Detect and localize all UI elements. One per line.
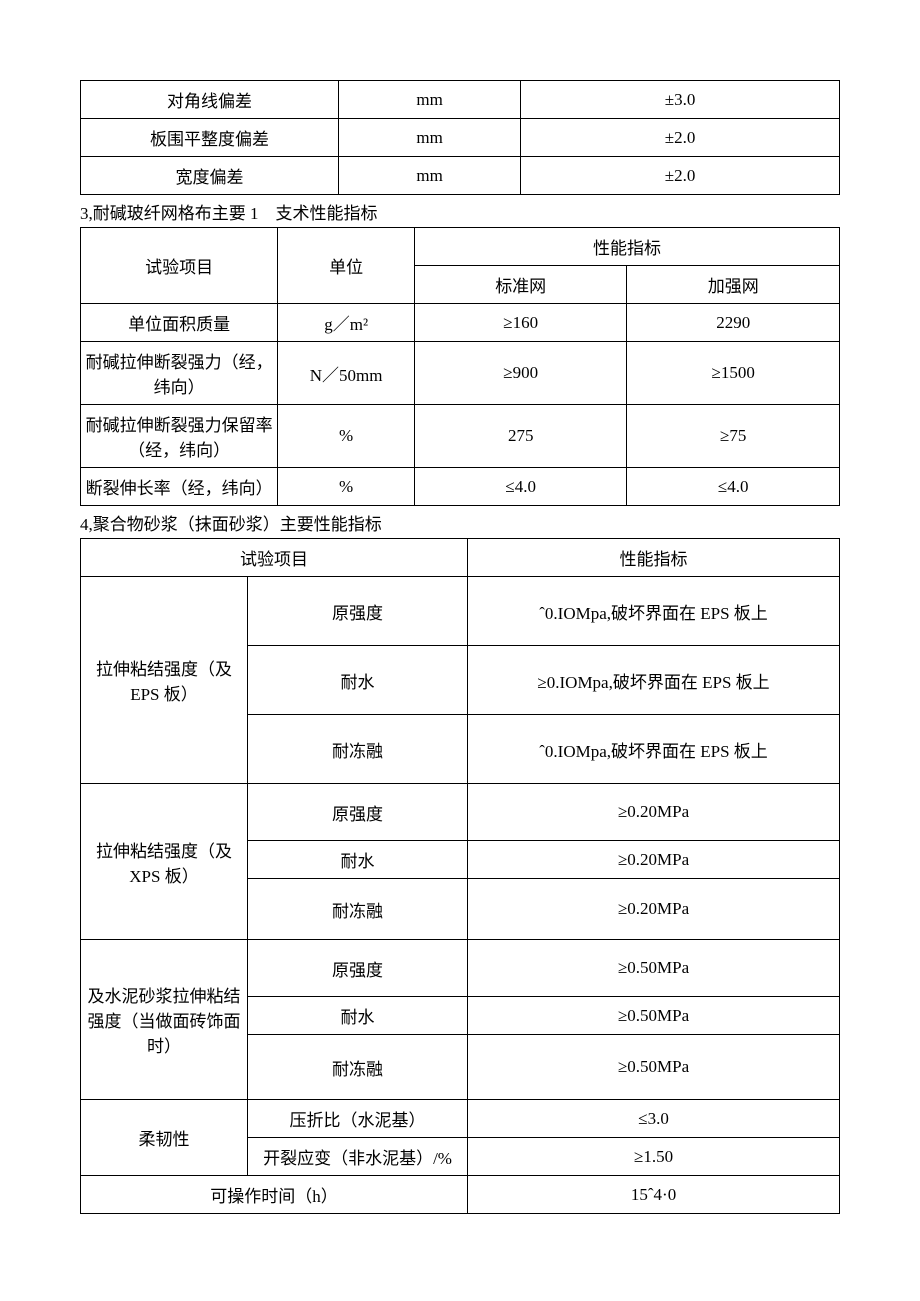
cell-group: 柔韧性 bbox=[81, 1100, 248, 1176]
table-row: 拉伸粘结强度（及 EPS 板） 原强度 ˆ0.IOMpa,破坏界面在 EPS 板… bbox=[81, 577, 840, 646]
cell-val: ≥0.50MPa bbox=[468, 997, 840, 1035]
cell-rein: ≥75 bbox=[627, 405, 840, 468]
table-row: 试验项目 单位 性能指标 bbox=[81, 228, 840, 266]
cell-group: 拉伸粘结强度（及 EPS 板） bbox=[81, 577, 248, 784]
cell-val: ≥0.50MPa bbox=[468, 940, 840, 997]
cell-unit: mm bbox=[339, 119, 521, 157]
table-row: 单位面积质量 g／m² ≥160 2290 bbox=[81, 304, 840, 342]
cell-val: ˆ0.IOMpa,破坏界面在 EPS 板上 bbox=[468, 577, 840, 646]
head-std: 标准网 bbox=[414, 266, 627, 304]
cell-group: 及水泥砂浆拉伸粘结强度（当做面砖饰面时） bbox=[81, 940, 248, 1100]
cell-val: ≥1.50 bbox=[468, 1138, 840, 1176]
cell-val: ≥0.20MPa bbox=[468, 879, 840, 940]
cell-cond: 耐冻融 bbox=[247, 879, 467, 940]
table-mesh: 试验项目 单位 性能指标 标准网 加强网 单位面积质量 g／m² ≥160 22… bbox=[80, 227, 840, 506]
table-row: 柔韧性 压折比（水泥基） ≤3.0 bbox=[81, 1100, 840, 1138]
cell-val: ˆ0.IOMpa,破坏界面在 EPS 板上 bbox=[468, 715, 840, 784]
cell-item: 单位面积质量 bbox=[81, 304, 278, 342]
cell-cond: 开裂应变（非水泥基）/% bbox=[247, 1138, 467, 1176]
cell-optime-val: 15ˆ4·0 bbox=[468, 1176, 840, 1214]
table-row: 及水泥砂浆拉伸粘结强度（当做面砖饰面时） 原强度 ≥0.50MPa bbox=[81, 940, 840, 997]
cell-unit: % bbox=[278, 405, 415, 468]
cell-cond: 耐水 bbox=[247, 841, 467, 879]
table-row: 板围平整度偏差 mm ±2.0 bbox=[81, 119, 840, 157]
cell-optime-label: 可操作时间（h） bbox=[81, 1176, 468, 1214]
cell-item: 对角线偏差 bbox=[81, 81, 339, 119]
table-row: 拉伸粘结强度（及 XPS 板） 原强度 ≥0.20MPa bbox=[81, 784, 840, 841]
cell-std: ≥160 bbox=[414, 304, 627, 342]
table-row: 断裂伸长率（经，纬向） % ≤4.0 ≤4.0 bbox=[81, 468, 840, 506]
table-mortar: 试验项目 性能指标 拉伸粘结强度（及 EPS 板） 原强度 ˆ0.IOMpa,破… bbox=[80, 538, 840, 1214]
cell-cond: 压折比（水泥基） bbox=[247, 1100, 467, 1138]
cell-item: 板围平整度偏差 bbox=[81, 119, 339, 157]
head-perf: 性能指标 bbox=[468, 539, 840, 577]
cell-rein: ≥1500 bbox=[627, 342, 840, 405]
cell-group: 拉伸粘结强度（及 XPS 板） bbox=[81, 784, 248, 940]
cell-rein: 2290 bbox=[627, 304, 840, 342]
cell-item: 断裂伸长率（经，纬向） bbox=[81, 468, 278, 506]
cell-cond: 原强度 bbox=[247, 940, 467, 997]
cell-unit: g／m² bbox=[278, 304, 415, 342]
head-unit: 单位 bbox=[278, 228, 415, 304]
cell-unit: mm bbox=[339, 81, 521, 119]
head-item: 试验项目 bbox=[81, 228, 278, 304]
cell-std: ≥900 bbox=[414, 342, 627, 405]
cell-value: ±3.0 bbox=[521, 81, 840, 119]
cell-item: 耐碱拉伸断裂强力保留率（经，纬向） bbox=[81, 405, 278, 468]
cell-cond: 耐冻融 bbox=[247, 715, 467, 784]
table-row: 耐碱拉伸断裂强力保留率（经，纬向） % 275 ≥75 bbox=[81, 405, 840, 468]
cell-unit: % bbox=[278, 468, 415, 506]
cell-std: ≤4.0 bbox=[414, 468, 627, 506]
head-item: 试验项目 bbox=[81, 539, 468, 577]
cell-val: ≤3.0 bbox=[468, 1100, 840, 1138]
cell-val: ≥0.IOMpa,破坏界面在 EPS 板上 bbox=[468, 646, 840, 715]
cell-value: ±2.0 bbox=[521, 119, 840, 157]
cell-val: ≥0.20MPa bbox=[468, 784, 840, 841]
cell-cond: 原强度 bbox=[247, 784, 467, 841]
section-4-title: 4,聚合物砂浆（抹面砂浆）主要性能指标 bbox=[80, 506, 840, 538]
cell-val: ≥0.50MPa bbox=[468, 1035, 840, 1100]
cell-val: ≥0.20MPa bbox=[468, 841, 840, 879]
table-row: 对角线偏差 mm ±3.0 bbox=[81, 81, 840, 119]
cell-value: ±2.0 bbox=[521, 157, 840, 195]
cell-unit: mm bbox=[339, 157, 521, 195]
table-row: 宽度偏差 mm ±2.0 bbox=[81, 157, 840, 195]
cell-cond: 原强度 bbox=[247, 577, 467, 646]
table-row: 耐碱拉伸断裂强力（经，纬向） N／50mm ≥900 ≥1500 bbox=[81, 342, 840, 405]
cell-cond: 耐水 bbox=[247, 997, 467, 1035]
cell-std: 275 bbox=[414, 405, 627, 468]
cell-item: 宽度偏差 bbox=[81, 157, 339, 195]
cell-item: 耐碱拉伸断裂强力（经，纬向） bbox=[81, 342, 278, 405]
head-perf: 性能指标 bbox=[414, 228, 839, 266]
table-row: 试验项目 性能指标 bbox=[81, 539, 840, 577]
section-3-title: 3,耐碱玻纤网格布主要 1 支术性能指标 bbox=[80, 195, 840, 227]
cell-rein: ≤4.0 bbox=[627, 468, 840, 506]
table-row: 可操作时间（h） 15ˆ4·0 bbox=[81, 1176, 840, 1214]
table-deviation: 对角线偏差 mm ±3.0 板围平整度偏差 mm ±2.0 宽度偏差 mm ±2… bbox=[80, 80, 840, 195]
cell-cond: 耐冻融 bbox=[247, 1035, 467, 1100]
cell-cond: 耐水 bbox=[247, 646, 467, 715]
head-rein: 加强网 bbox=[627, 266, 840, 304]
cell-unit: N／50mm bbox=[278, 342, 415, 405]
